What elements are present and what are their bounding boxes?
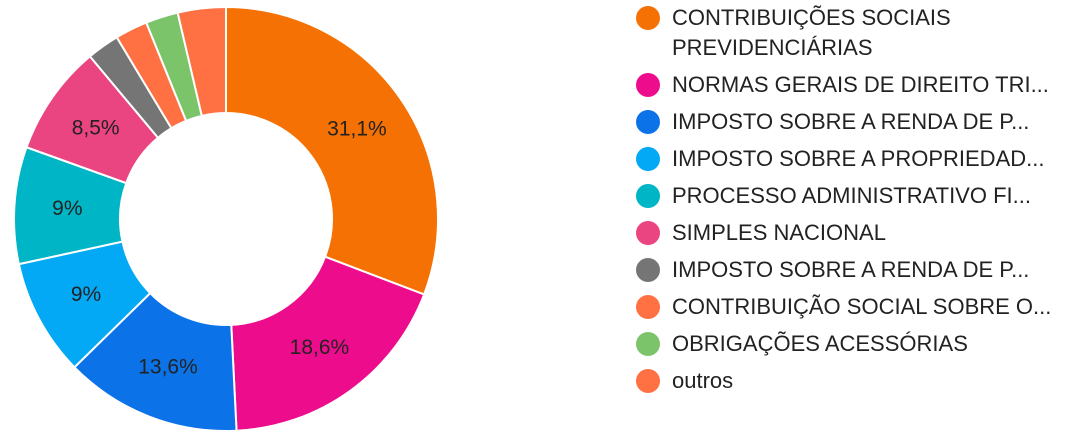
legend-swatch (636, 332, 660, 356)
legend-label: OBRIGAÇÕES ACESSÓRIAS (672, 331, 968, 356)
legend-swatch (636, 184, 660, 208)
legend-swatch (636, 73, 660, 97)
chart-legend: CONTRIBUIÇÕES SOCIAIS PREVIDENCIÁRIAS NOR… (636, 5, 1066, 406)
slice-label-5: 9% (52, 197, 82, 220)
donut-slice-2[interactable] (230, 255, 426, 432)
legend-swatch (636, 295, 660, 319)
legend-item-2[interactable]: NORMAS GERAIS DE DIREITO TRI... (636, 72, 1066, 100)
donut-slice-10[interactable] (176, 5, 227, 117)
legend-label: SIMPLES NACIONAL (672, 220, 886, 245)
legend-item-5[interactable]: PROCESSO ADMINISTRATIVO FI... (636, 183, 1066, 211)
slice-label-2: 18,6% (290, 336, 350, 359)
legend-label: IMPOSTO SOBRE A PROPRIEDAD... (672, 146, 1045, 171)
legend-item-3[interactable]: IMPOSTO SOBRE A RENDA DE P... (636, 109, 1066, 137)
legend-swatch (636, 147, 660, 171)
slice-label-4: 9% (71, 283, 101, 306)
legend-label: PROCESSO ADMINISTRATIVO FI... (672, 183, 1031, 208)
donut-chart: 31,1% 18,6% 13,6% 9% 9% 8,5% (13, 5, 439, 432)
legend-swatch (636, 369, 660, 393)
legend-label: CONTRIBUIÇÕES SOCIAIS PREVIDENCIÁRIAS (672, 5, 951, 60)
legend-item-4[interactable]: IMPOSTO SOBRE A PROPRIEDAD... (636, 146, 1066, 174)
legend-label: IMPOSTO SOBRE A RENDA DE P... (672, 257, 1030, 282)
legend-swatch (636, 221, 660, 245)
legend-item-6[interactable]: SIMPLES NACIONAL (636, 220, 1066, 248)
legend-label: IMPOSTO SOBRE A RENDA DE P... (672, 109, 1030, 134)
legend-swatch (636, 110, 660, 134)
legend-label: NORMAS GERAIS DE DIREITO TRI... (672, 72, 1049, 97)
slice-label-6: 8,5% (72, 116, 120, 139)
legend-item-1[interactable]: CONTRIBUIÇÕES SOCIAIS PREVIDENCIÁRIAS (636, 5, 1066, 63)
legend-item-7[interactable]: IMPOSTO SOBRE A RENDA DE P... (636, 257, 1066, 285)
legend-label: CONTRIBUIÇÃO SOCIAL SOBRE O... (672, 294, 1052, 319)
legend-swatch (636, 6, 660, 30)
legend-item-10[interactable]: outros (636, 368, 1066, 396)
donut-slice-1[interactable] (225, 5, 439, 296)
slice-label-3: 13,6% (138, 356, 198, 379)
slice-label-1: 31,1% (327, 117, 387, 140)
legend-item-9[interactable]: OBRIGAÇÕES ACESSÓRIAS (636, 331, 1066, 359)
legend-label: outros (672, 368, 734, 393)
legend-item-8[interactable]: CONTRIBUIÇÃO SOCIAL SOBRE O... (636, 294, 1066, 322)
legend-swatch (636, 258, 660, 282)
